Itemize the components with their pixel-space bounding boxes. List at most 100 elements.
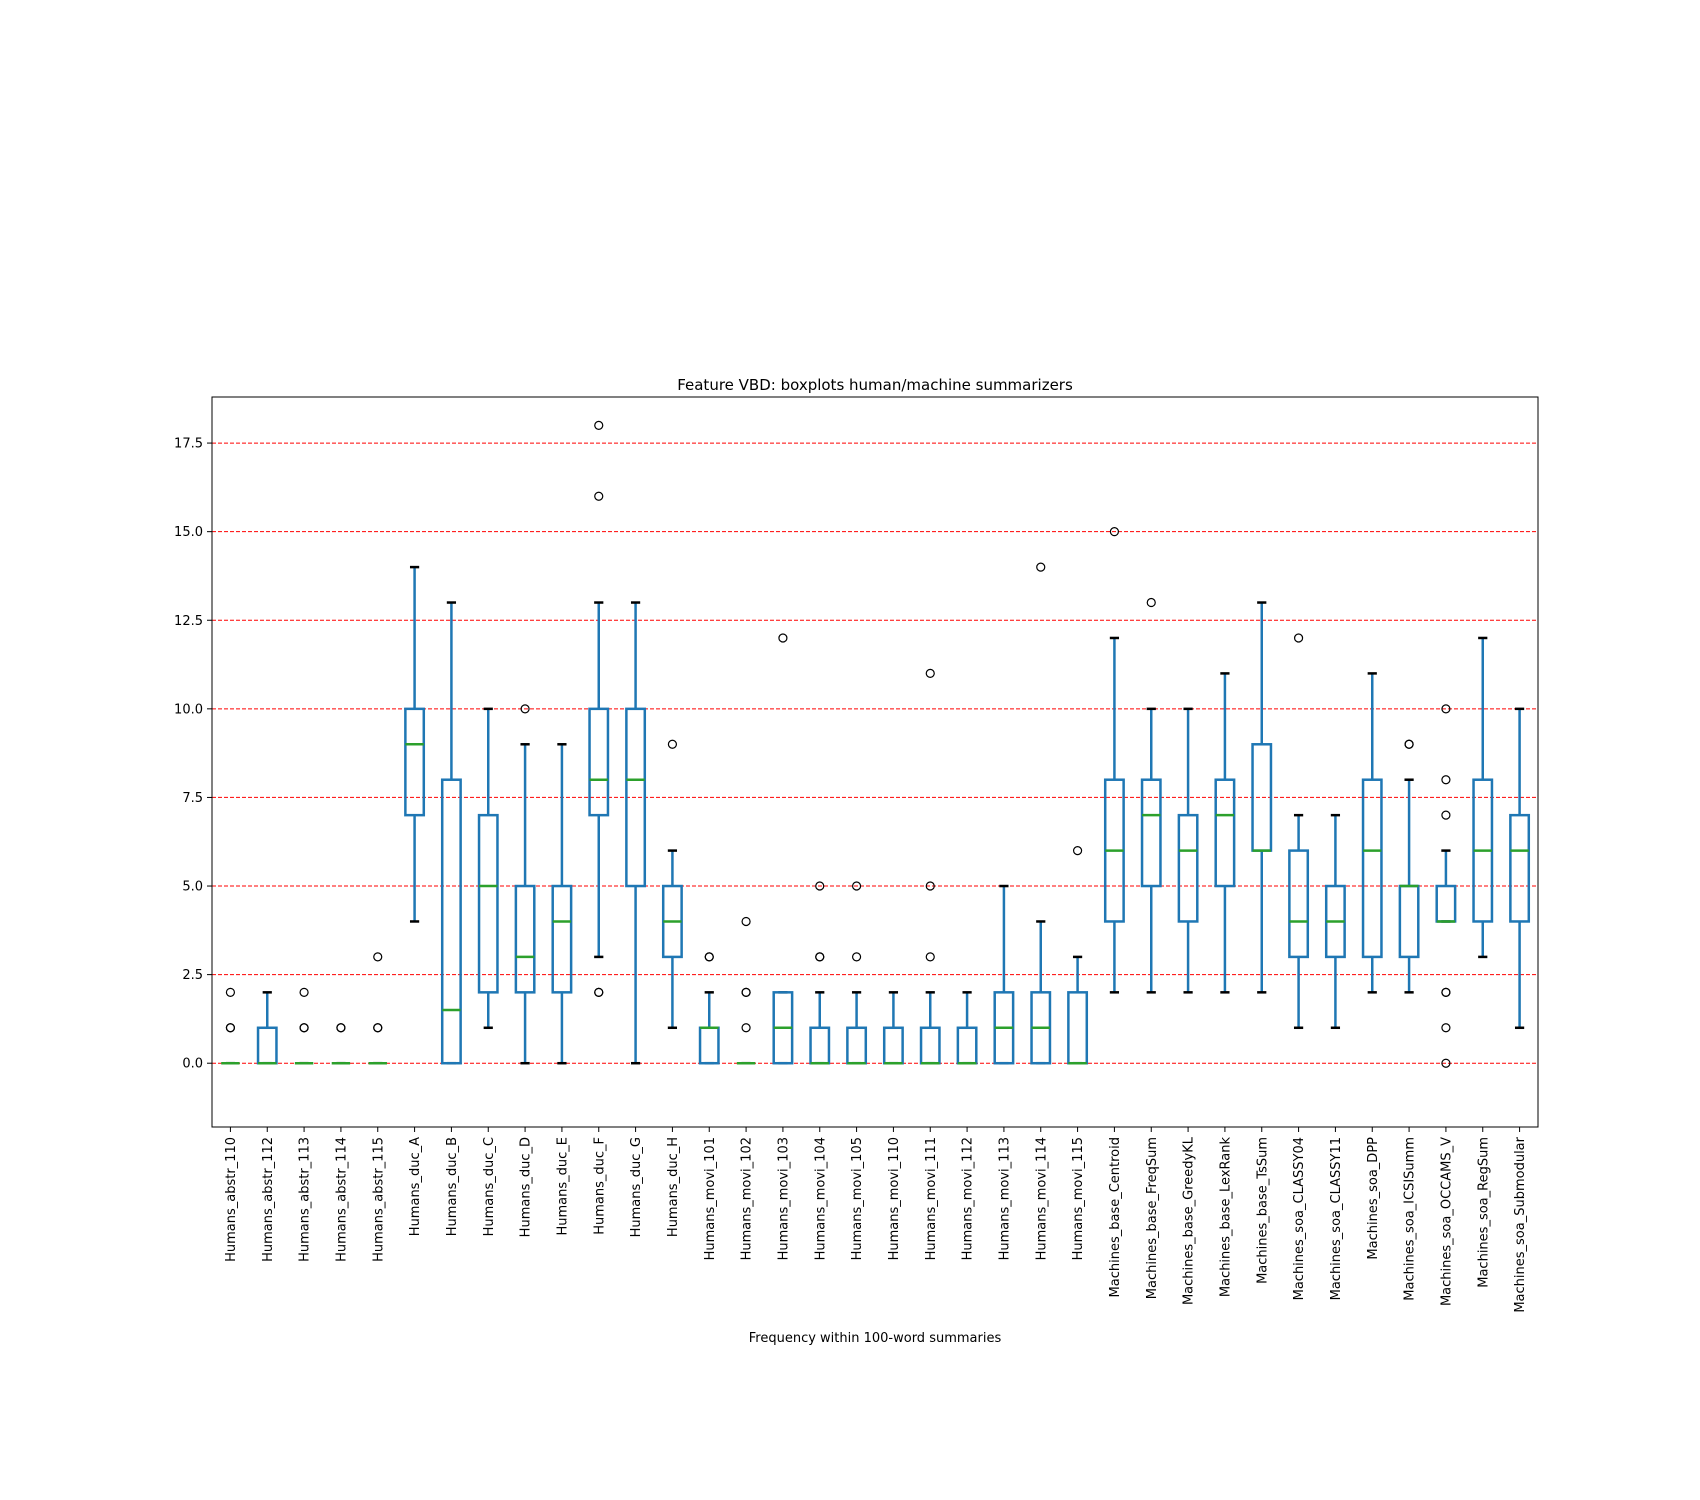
box-iqr (514, 884, 536, 994)
outlier-point (815, 952, 825, 962)
x-tick-label: Machines_soa_DPP (1366, 1137, 1381, 1260)
x-tick-label: Machines_base_FreqSum (1145, 1137, 1160, 1299)
boxplot-item (1140, 597, 1162, 994)
boxplot-item (882, 991, 904, 1065)
boxplot-item (1067, 845, 1089, 1065)
x-tick-label: Humans_movi_113 (997, 1137, 1012, 1260)
outlier-point (778, 633, 788, 643)
outlier-point (336, 1023, 346, 1033)
x-tick-label: Humans_abstr_110 (224, 1137, 239, 1262)
boxplot-item (1398, 739, 1420, 994)
boxplot-item (1030, 562, 1052, 1065)
x-tick-label: Humans_movi_111 (924, 1137, 939, 1260)
x-tick-label: Humans_movi_102 (740, 1137, 755, 1260)
boxplot-item (1324, 813, 1346, 1030)
box-iqr (1361, 778, 1383, 959)
x-tick-label: Machines_base_Centroid (1108, 1137, 1123, 1297)
y-tick-label: 7.5 (182, 791, 203, 806)
chart-title: Feature VBD: boxplots human/machine summ… (677, 376, 1073, 394)
x-tick-label: Humans_movi_103 (776, 1137, 791, 1260)
boxplot-item (993, 884, 1015, 1065)
boxplot-item (809, 881, 831, 1065)
outlier-point (1441, 704, 1451, 714)
x-tick-label: Machines_base_GreedyKL (1182, 1136, 1197, 1305)
outlier-point (925, 668, 935, 679)
box-iqr (551, 884, 573, 994)
outlier-point (1293, 633, 1304, 643)
outlier-point (1072, 845, 1083, 856)
x-tick-label: Humans_duc_H (666, 1137, 681, 1237)
y-tick-label: 5.0 (182, 880, 203, 895)
outlier-point (704, 952, 714, 962)
boxplot-item (368, 952, 387, 1065)
outlier-point (373, 1023, 383, 1033)
x-tick-label: Humans_movi_112 (961, 1137, 976, 1260)
outlier-point (1036, 562, 1046, 572)
boxplot-item (256, 991, 278, 1065)
box-iqr (1509, 813, 1531, 923)
gridlines (212, 442, 1538, 1064)
outlier-point (299, 987, 309, 997)
outlier-point (225, 1023, 236, 1033)
outlier-point (1441, 810, 1451, 820)
boxplot-item (1288, 633, 1310, 1030)
outlier-point (594, 491, 604, 501)
x-tick-label: Humans_duc_C (482, 1137, 497, 1236)
outlier-point (741, 987, 751, 997)
outlier-point (1404, 739, 1414, 749)
x-tick-label: Humans_duc_D (519, 1137, 534, 1237)
outlier-point (1441, 775, 1451, 785)
x-tick-label: Humans_duc_G (629, 1137, 644, 1237)
outlier-point (1146, 597, 1156, 608)
box-iqr (440, 778, 462, 1065)
outlier-point (851, 881, 862, 891)
x-tick-label: Humans_duc_B (445, 1137, 460, 1236)
box-iqr (1140, 778, 1162, 888)
boxplot-item (514, 704, 536, 1065)
x-tick-label: Humans_abstr_112 (261, 1137, 276, 1262)
box-series (221, 420, 1531, 1068)
boxplot-item (1177, 707, 1199, 994)
box-iqr (625, 707, 647, 888)
x-axis-label: Frequency within 100-word summaries (749, 1331, 1002, 1346)
boxplot-item (221, 987, 240, 1065)
outlier-point (741, 1023, 751, 1033)
x-tick-label: Humans_duc_F (592, 1137, 607, 1235)
x-tick-label: Machines_soa_RegSum (1476, 1137, 1491, 1288)
boxplot-item (661, 739, 683, 1030)
x-tick-label: Machines_base_TsSum (1255, 1137, 1270, 1284)
outlier-point (1109, 527, 1120, 537)
x-tick-label: Humans_movi_110 (887, 1137, 902, 1260)
x-tick-label: Machines_soa_CLASSY11 (1329, 1137, 1344, 1300)
outlier-point (741, 916, 751, 927)
x-tick-label: Humans_duc_A (408, 1137, 423, 1236)
boxplot-item (1509, 707, 1531, 1030)
box-iqr (477, 813, 499, 994)
boxplot-item (404, 565, 426, 923)
outlier-point (925, 952, 935, 962)
box-iqr (588, 707, 610, 817)
outlier-point (1441, 1058, 1451, 1068)
x-tick-label: Machines_soa_Submodular (1513, 1136, 1528, 1312)
boxplot-item (477, 707, 499, 1030)
outlier-point (1441, 1023, 1451, 1033)
y-tick-label: 10.0 (174, 702, 203, 717)
x-tick-label: Humans_movi_115 (1071, 1137, 1086, 1260)
x-tick-label: Humans_duc_E (555, 1137, 570, 1236)
boxplot-item (588, 420, 610, 997)
boxplot-item (625, 601, 647, 1065)
x-tick-label: Machines_soa_CLASSY04 (1292, 1137, 1307, 1300)
box-iqr (404, 707, 426, 817)
outlier-point (225, 987, 236, 997)
outlier-point (815, 881, 825, 891)
boxplot-item (294, 987, 314, 1065)
outlier-point (520, 704, 530, 714)
box-iqr (1214, 778, 1236, 888)
x-tick-label: Humans_movi_105 (850, 1137, 865, 1260)
outlier-point (1441, 987, 1451, 997)
boxplot-item (956, 991, 978, 1065)
box-iqr (1177, 813, 1199, 923)
y-tick-label: 12.5 (174, 614, 203, 629)
y-tick-label: 17.5 (174, 437, 203, 452)
